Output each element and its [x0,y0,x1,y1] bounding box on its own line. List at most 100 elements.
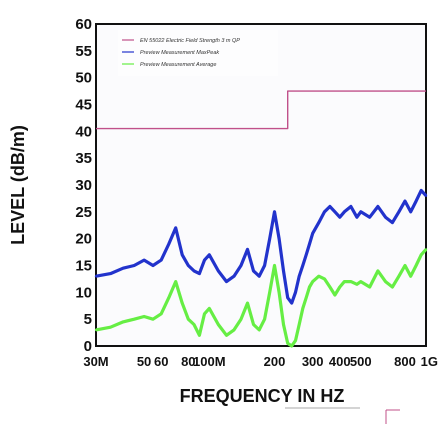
series-maxpeak-point [333,210,337,213]
series-maxpeak-line [95,188,428,305]
series-average-point [376,269,380,273]
series-maxpeak-point [203,258,206,262]
series-average-point [142,315,146,318]
series-maxpeak-point [258,275,261,278]
series-maxpeak-point [174,226,177,230]
series-average-point [174,280,177,283]
y-tick-label: 50 [75,70,92,87]
x-tick-label: 200 [264,354,286,369]
series-average-point [305,296,308,299]
series-average-point [403,264,407,267]
series-average-point [277,291,281,294]
x-tick-label: 1G [421,354,438,369]
series-maxpeak-point [198,272,201,275]
series-maxpeak-point [323,210,326,213]
series-maxpeak-point [368,216,371,219]
series-average-point [290,344,293,348]
series-average-point [349,280,353,283]
series-average-point [355,283,359,286]
series-maxpeak-point [217,269,220,273]
series-maxpeak-point [208,253,211,256]
series-average-point [328,285,332,289]
series-average-point [333,293,337,297]
series-average-point [282,323,285,326]
series-maxpeak-point [338,216,341,219]
series-maxpeak-point [308,242,311,246]
y-tick-label: 10 [75,284,92,301]
series-average-point [192,323,196,326]
series-maxpeak-point [192,269,196,273]
series-maxpeak-point [94,275,98,278]
series-average-point [323,277,326,281]
series-maxpeak-point [424,194,428,197]
series-average-point [368,285,371,289]
series-maxpeak-point [121,267,125,270]
legend-box [118,30,278,76]
series-average-point [301,307,304,310]
series-maxpeak-point [420,189,423,192]
series-average-point [94,328,98,332]
series-average-point [246,301,249,305]
series-average-point [239,318,243,321]
series-average-point [343,280,346,283]
series-average-point [187,318,190,321]
y-tick-label: 55 [75,43,92,60]
series-maxpeak-point [181,253,184,256]
x-tick-label: 30M [83,354,108,369]
y-tick-label: 15 [75,258,92,275]
series-average-point [273,264,276,267]
series-average-line [95,248,428,348]
series-maxpeak-point [376,205,380,208]
series-maxpeak-point [252,269,255,273]
series-maxpeak-point [298,275,301,278]
series-average-point [294,339,297,342]
y-tick-label: 60 [75,16,92,33]
y-tick-label: 45 [75,97,92,114]
series-maxpeak-point [305,253,308,256]
series-maxpeak-point [311,232,314,235]
series-maxpeak-point [409,210,412,213]
series-maxpeak-point [328,205,332,208]
series-maxpeak-point [160,258,163,262]
series-average-point [391,285,394,289]
series-average-point [286,342,289,345]
series-maxpeak-point [301,264,304,267]
x-axis-label: FREQUENCY IN HZ [180,386,345,406]
series-average-point [208,307,211,310]
legend: EN 55022 Electric Field Strength 3 m QP … [118,30,278,76]
series-average-point [232,328,236,332]
series-maxpeak-point [349,205,353,208]
y-tick-label: 30 [75,177,92,194]
series-average-point [397,275,401,278]
series-maxpeak-point [397,210,401,213]
series-maxpeak-point [277,237,281,240]
series-maxpeak-point [273,210,276,213]
series-maxpeak-point [246,248,249,251]
series-maxpeak-point [290,301,293,305]
series-average-point [359,280,362,283]
series-average-point [420,253,423,256]
series-average-point [167,296,170,299]
series-average-point [133,318,136,321]
series-maxpeak-point [282,269,285,273]
series-maxpeak-point [359,210,362,213]
series-average-point [384,280,387,283]
series-average-point [338,285,341,289]
x-tick-label: 400 [329,354,351,369]
x-tick-label: 800 [394,354,416,369]
series-average-point [109,326,112,329]
y-tick-label: 0 [84,338,92,355]
series-maxpeak-point [239,264,243,267]
series-average-point [311,280,314,283]
series-average-point [268,291,271,294]
series-maxpeak-point [384,216,387,219]
series-average-point [308,285,311,289]
series-limit-line [96,90,426,130]
series-maxpeak-point [286,296,289,299]
series-average-point [121,320,125,324]
legend-label-average: Preview Measurement Average [140,62,216,68]
series-average-point [424,248,428,251]
x-tick-label: 100M [193,354,226,369]
series-average-point [151,318,155,321]
